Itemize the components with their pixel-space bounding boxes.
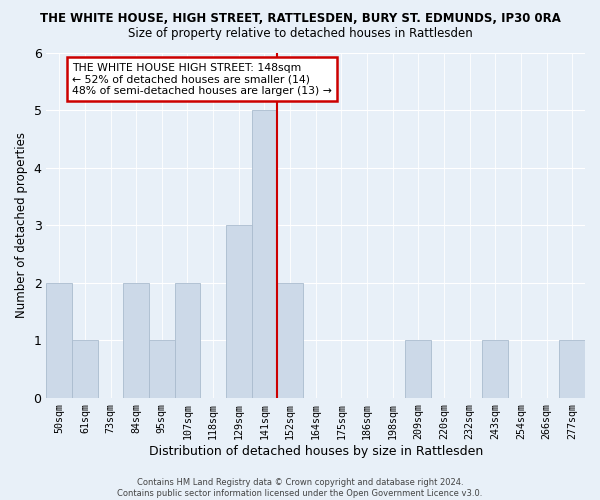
Bar [482, 340, 508, 398]
X-axis label: Distribution of detached houses by size in Rattlesden: Distribution of detached houses by size … [149, 444, 483, 458]
Bar [124, 283, 149, 398]
Bar [149, 340, 175, 398]
Bar [46, 283, 72, 398]
Bar [175, 283, 200, 398]
Text: Size of property relative to detached houses in Rattlesden: Size of property relative to detached ho… [128, 28, 472, 40]
Bar [559, 340, 585, 398]
Bar [72, 340, 98, 398]
Bar [277, 283, 303, 398]
Y-axis label: Number of detached properties: Number of detached properties [15, 132, 28, 318]
Text: THE WHITE HOUSE HIGH STREET: 148sqm
← 52% of detached houses are smaller (14)
48: THE WHITE HOUSE HIGH STREET: 148sqm ← 52… [72, 63, 332, 96]
Bar [251, 110, 277, 398]
Bar [406, 340, 431, 398]
Text: THE WHITE HOUSE, HIGH STREET, RATTLESDEN, BURY ST. EDMUNDS, IP30 0RA: THE WHITE HOUSE, HIGH STREET, RATTLESDEN… [40, 12, 560, 26]
Text: Contains HM Land Registry data © Crown copyright and database right 2024.
Contai: Contains HM Land Registry data © Crown c… [118, 478, 482, 498]
Bar [226, 226, 251, 398]
